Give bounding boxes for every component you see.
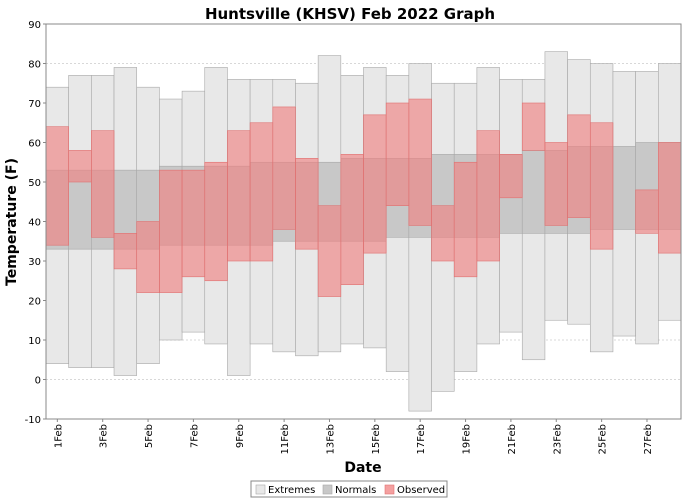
x-tick-label: 15Feb — [371, 424, 382, 454]
x-tick-label: 5Feb — [144, 424, 155, 448]
observed-bar — [113, 233, 138, 270]
observed-bar — [45, 126, 69, 246]
observed-bar — [204, 161, 228, 282]
observed-bar — [317, 205, 342, 297]
x-tick-label: 27Feb — [643, 424, 654, 454]
y-tick-label: 40 — [28, 218, 41, 229]
observed-bar — [181, 169, 206, 278]
y-tick-label: 90 — [28, 20, 41, 31]
legend-box — [250, 480, 448, 498]
y-tick-label: 80 — [28, 60, 41, 71]
observed-bar — [136, 221, 160, 293]
chart-title: Huntsville (KHSV) Feb 2022 Graph — [205, 5, 495, 23]
x-tick-label: 3Feb — [99, 424, 110, 448]
observed-series — [45, 98, 682, 297]
observed-bar — [431, 205, 455, 262]
legend-swatch-extremes — [255, 484, 266, 495]
observed-bar — [658, 142, 682, 254]
x-tick-label: 1Feb — [53, 424, 64, 448]
x-tick-label: 9Feb — [235, 424, 246, 448]
observed-bar — [340, 154, 364, 286]
observed-bar — [544, 142, 568, 226]
observed-bar — [567, 114, 591, 218]
observed-bar — [68, 150, 92, 183]
legend-label-normals: Normals — [335, 485, 376, 496]
x-tick-label: 7Feb — [189, 424, 200, 448]
x-tick-label: 17Feb — [416, 424, 427, 454]
y-tick-label: 0 — [35, 376, 41, 387]
y-tick-label: 10 — [28, 336, 41, 347]
legend: Extremes Normals Observed — [250, 480, 448, 498]
observed-bar — [635, 189, 659, 234]
normals-bar — [521, 150, 546, 234]
observed-bar — [295, 158, 319, 250]
observed-bar — [363, 114, 387, 254]
legend-label-extremes: Extremes — [268, 485, 315, 496]
y-tick-label: 50 — [28, 178, 41, 189]
observed-bar — [385, 102, 410, 206]
y-tick-label: 60 — [28, 139, 41, 150]
observed-bar — [589, 122, 614, 250]
y-tick-label: 70 — [28, 99, 41, 110]
observed-bar — [272, 106, 296, 230]
observed-bar — [408, 98, 432, 226]
observed-bar — [476, 130, 500, 262]
x-tick-label: 21Feb — [507, 424, 518, 454]
x-tick-label: 25Feb — [598, 424, 609, 454]
x-axis-label: Date — [344, 460, 381, 476]
legend-label-observed: Observed — [397, 485, 445, 496]
x-tick-label: 11Feb — [280, 424, 291, 454]
legend-swatch-normals — [322, 484, 333, 495]
observed-bar — [227, 130, 251, 262]
observed-bar — [249, 122, 274, 262]
x-tick-label: 19Feb — [462, 424, 473, 454]
normals-bar — [612, 146, 636, 230]
observed-bar — [159, 169, 183, 293]
observed-bar — [453, 161, 478, 278]
y-tick-label: -10 — [25, 415, 41, 426]
observed-bar — [91, 130, 115, 238]
y-tick-label: 30 — [28, 257, 41, 268]
observed-bar — [521, 102, 546, 151]
legend-swatch-observed — [384, 484, 395, 495]
y-axis-label: Temperature (F) — [4, 158, 20, 286]
observed-bar — [499, 154, 523, 199]
x-tick-label: 13Feb — [325, 424, 336, 454]
x-tick-label: 23Feb — [552, 424, 563, 454]
x-axis-ticks: 1Feb 3Feb 5Feb 7Feb 9Feb 11Feb 13Feb 15Feb 17Feb… — [53, 419, 654, 454]
y-tick-label: 20 — [28, 297, 41, 308]
y-axis-ticks: -10 0 10 20 30 40 50 60 70 80 90 — [25, 20, 46, 426]
